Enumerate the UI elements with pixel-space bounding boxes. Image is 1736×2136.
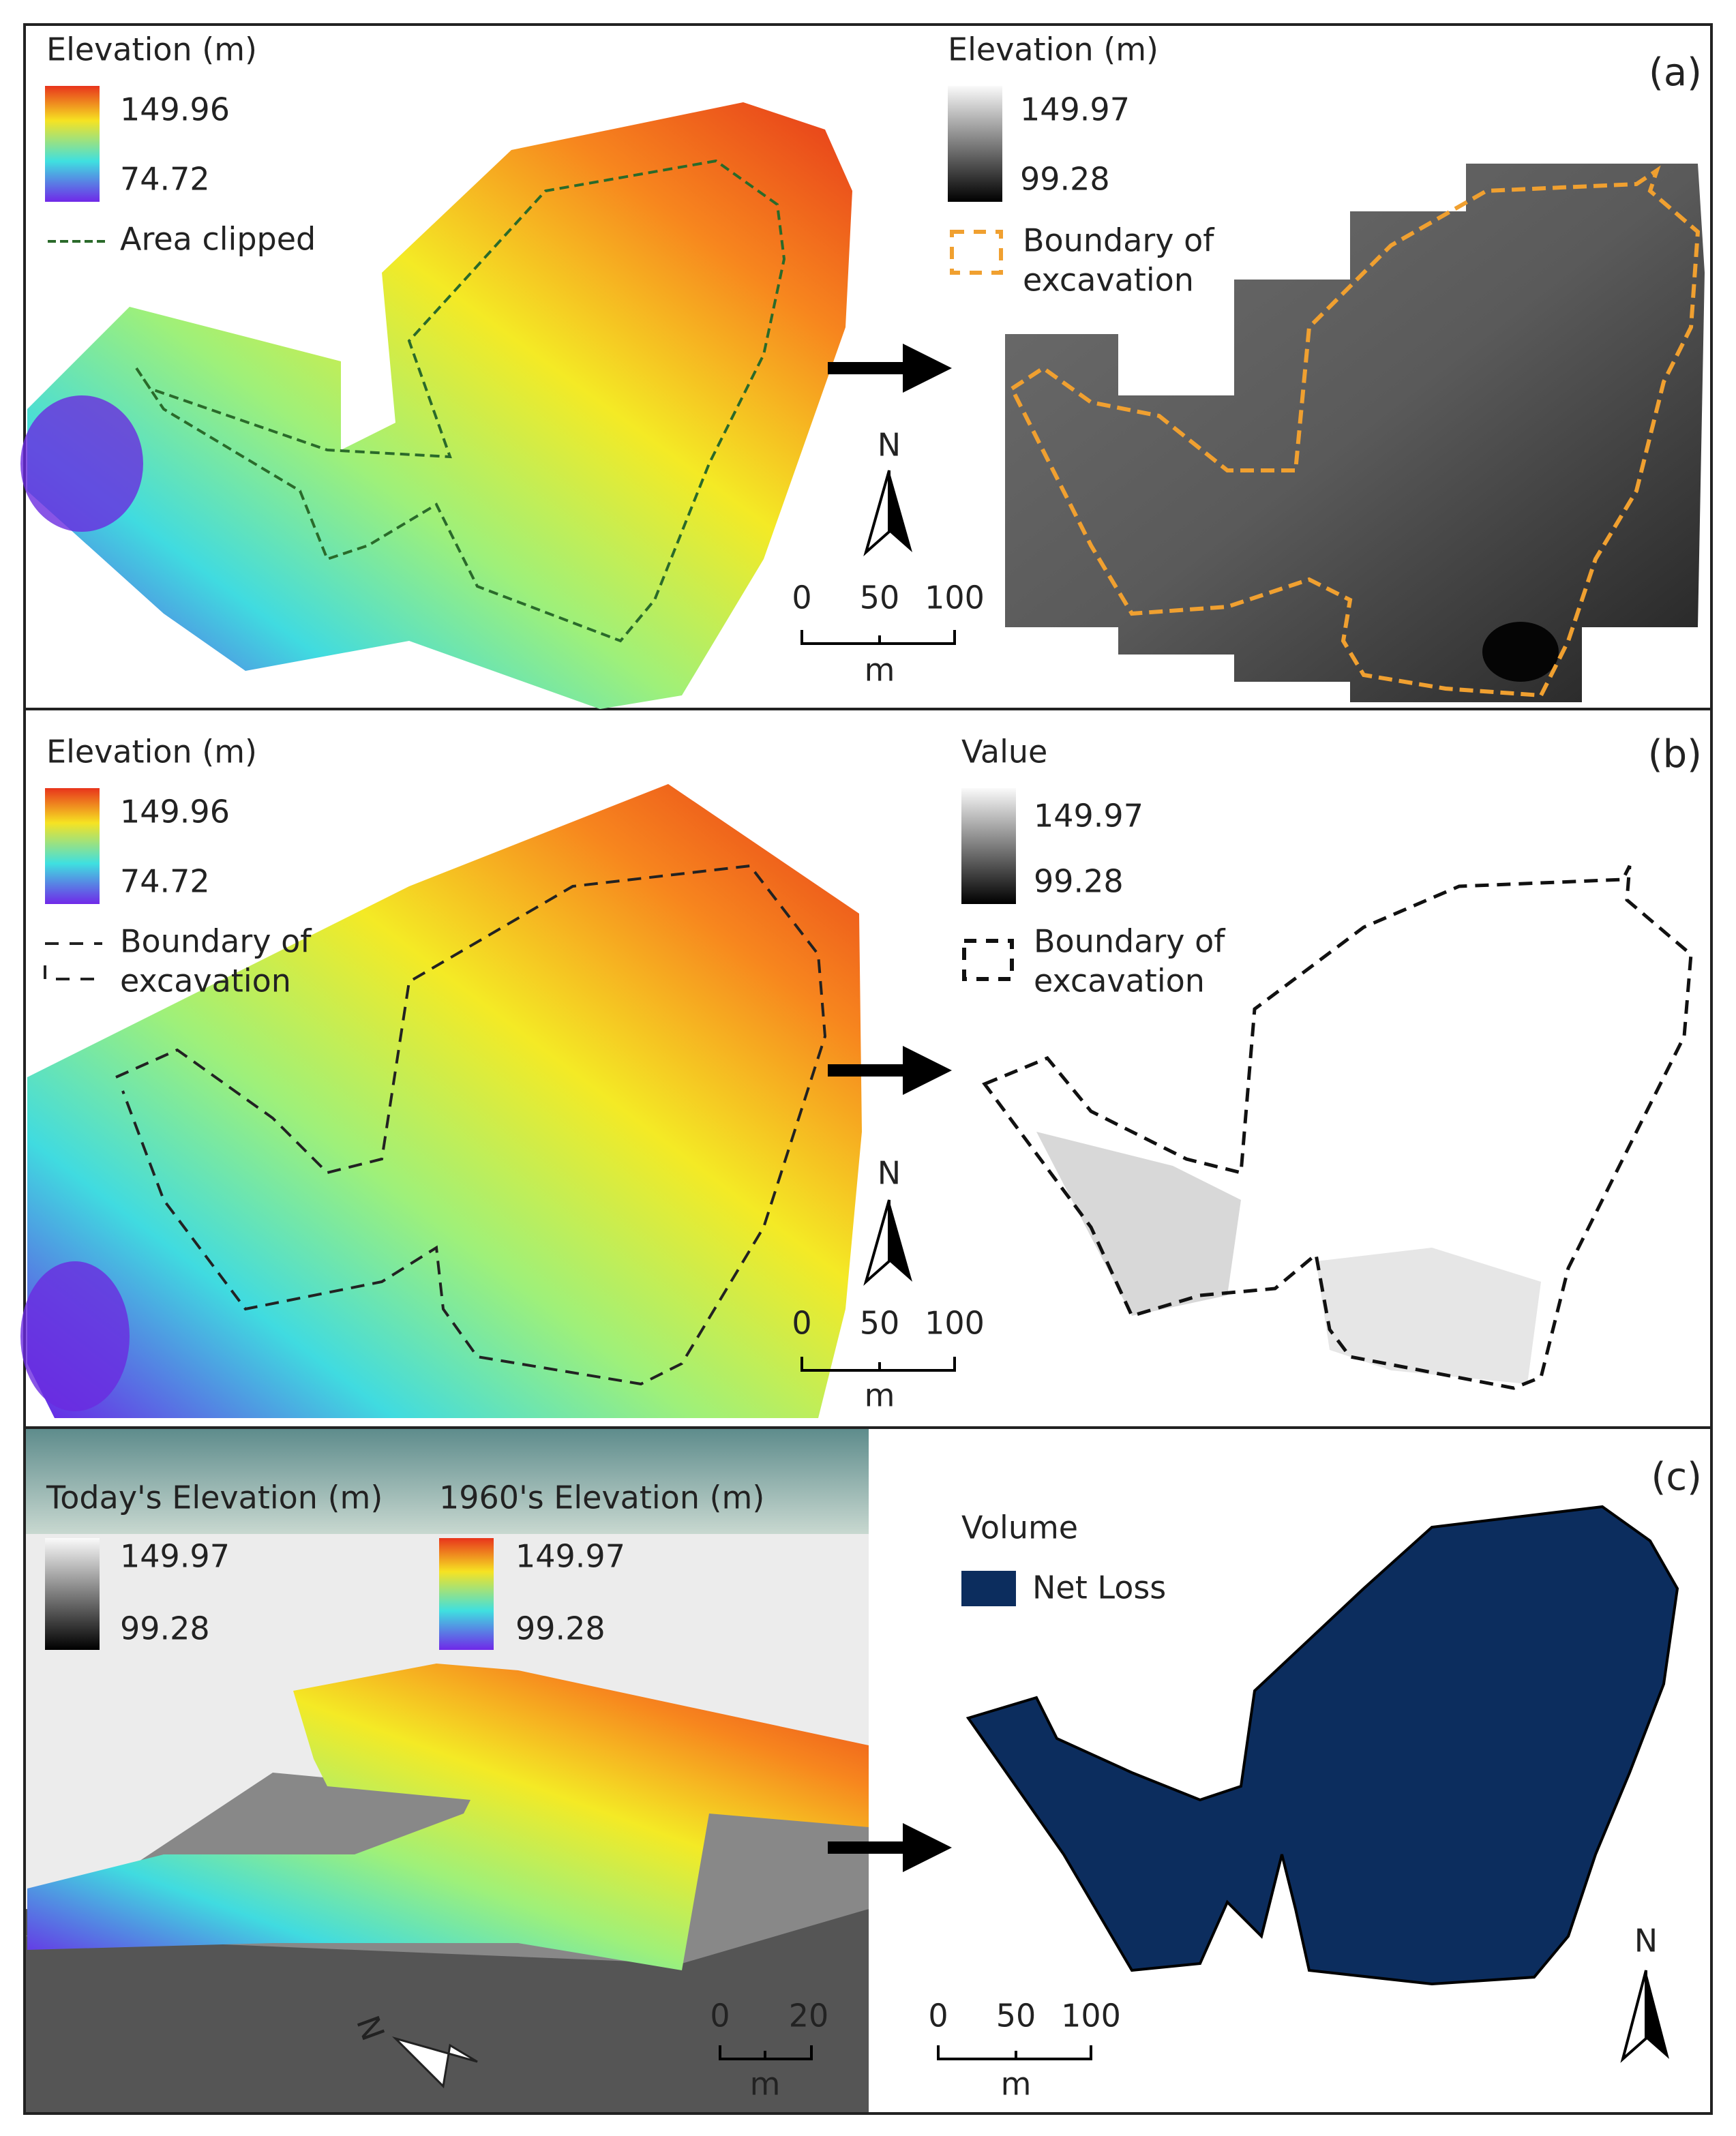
legend-title: Volume xyxy=(961,1509,1078,1546)
scale-unit: m xyxy=(865,1377,895,1414)
net-loss-area xyxy=(966,1505,1679,1986)
clip-outline xyxy=(135,159,786,643)
deep-area xyxy=(1482,622,1559,682)
sky xyxy=(26,1429,869,1534)
legend-min: 99.28 xyxy=(1034,863,1124,900)
color-bar xyxy=(439,1538,494,1650)
scale-label: 50 xyxy=(860,1305,900,1342)
legend-line-label: Boundary of xyxy=(1034,923,1226,960)
scale-bar xyxy=(719,2045,813,2060)
elevation-map xyxy=(27,784,862,1418)
scale-bar xyxy=(800,630,956,645)
north-arrow xyxy=(1620,1970,1647,2063)
north-arrow xyxy=(863,470,891,557)
gray-bar xyxy=(961,788,1016,904)
scale-label: 20 xyxy=(789,1998,829,2034)
legend-box xyxy=(962,939,1014,981)
north-arrow xyxy=(889,470,912,552)
north-label: N xyxy=(878,1155,901,1192)
gray-bar xyxy=(948,86,1002,202)
north-arrow xyxy=(863,1199,891,1287)
north-label: N xyxy=(878,427,901,464)
legend-min: 74.72 xyxy=(120,863,210,900)
excavation-outline xyxy=(115,864,827,1386)
scale-label: 50 xyxy=(860,580,900,616)
legend-line xyxy=(44,942,102,980)
gray-bar xyxy=(45,1538,100,1650)
scale-bar xyxy=(800,1357,956,1372)
legend-min: 99.28 xyxy=(515,1610,605,1647)
low-area xyxy=(20,395,143,532)
north-label: N xyxy=(1634,1923,1658,1959)
scale-label: 100 xyxy=(1061,1998,1121,2034)
legend-min: 99.28 xyxy=(1020,161,1110,198)
scale-bar xyxy=(937,2045,1092,2060)
legend-item: Net Loss xyxy=(1032,1569,1166,1606)
legend-max: 149.96 xyxy=(120,91,230,128)
scale-label: 0 xyxy=(710,1998,730,2034)
legend-max: 149.97 xyxy=(1020,91,1130,128)
scale-label: 0 xyxy=(928,1998,948,2034)
panel-label: (c) xyxy=(1651,1455,1702,1499)
scale-unit: m xyxy=(1001,2066,1032,2103)
frame xyxy=(23,23,1713,2115)
legend-title: Elevation (m) xyxy=(46,734,257,770)
legend-line-label: Area clipped xyxy=(120,221,316,258)
legend-line-label: excavation xyxy=(1023,262,1194,299)
panel-c: Today's Elevation (m) 149.97 99.28 1960'… xyxy=(26,1429,1702,2112)
legend-line-label: Boundary of xyxy=(120,923,312,960)
remaining-area xyxy=(1316,1248,1541,1384)
legend-title: Today's Elevation (m) xyxy=(46,1479,383,1516)
north-arrow xyxy=(391,2036,478,2089)
legend-swatch xyxy=(961,1571,1016,1606)
legend-max: 149.97 xyxy=(1034,798,1143,834)
legend-max: 149.97 xyxy=(515,1538,625,1575)
north-arrow xyxy=(889,1200,912,1282)
scale-label: 100 xyxy=(925,1305,985,1342)
legend-min: 99.28 xyxy=(120,1610,210,1647)
north-arrow xyxy=(1646,1970,1669,2059)
legend-line-label: Boundary of xyxy=(1023,222,1215,259)
scale-label: 100 xyxy=(925,580,985,616)
color-bar xyxy=(45,86,100,202)
panel-label: (b) xyxy=(1648,732,1702,777)
low-area xyxy=(20,1261,130,1411)
legend-max: 149.97 xyxy=(120,1538,230,1575)
remaining-area xyxy=(1036,1132,1241,1316)
legend-min: 74.72 xyxy=(120,161,210,198)
excavation-outline xyxy=(1009,165,1701,698)
scale-label: 0 xyxy=(792,580,811,616)
1960-surface xyxy=(27,1664,869,1970)
scale-label: 50 xyxy=(996,1998,1036,2034)
scale-unit: m xyxy=(865,652,895,689)
excavation-outline xyxy=(982,864,1693,1390)
panel-b: Elevation (m) 149.96 74.72 Boundary of e… xyxy=(20,732,1702,1418)
panel-a: Elevation (m) 149.96 74.72 Area clipped … xyxy=(20,31,1705,709)
legend-line-label: excavation xyxy=(120,963,291,999)
scale-label: 0 xyxy=(792,1305,811,1342)
legend-title: Value xyxy=(961,734,1047,770)
legend-line-label: excavation xyxy=(1034,963,1205,999)
legend-title: Elevation (m) xyxy=(948,31,1158,68)
legend-title: Elevation (m) xyxy=(46,31,257,68)
color-bar xyxy=(45,788,100,904)
legend-max: 149.96 xyxy=(120,794,230,830)
legend-title: 1960's Elevation (m) xyxy=(439,1479,764,1516)
legend-box xyxy=(950,230,1003,275)
grayscale-map xyxy=(1005,164,1705,702)
scale-unit: m xyxy=(750,2066,781,2103)
panel-label: (a) xyxy=(1649,50,1702,95)
elevation-map xyxy=(27,102,852,709)
